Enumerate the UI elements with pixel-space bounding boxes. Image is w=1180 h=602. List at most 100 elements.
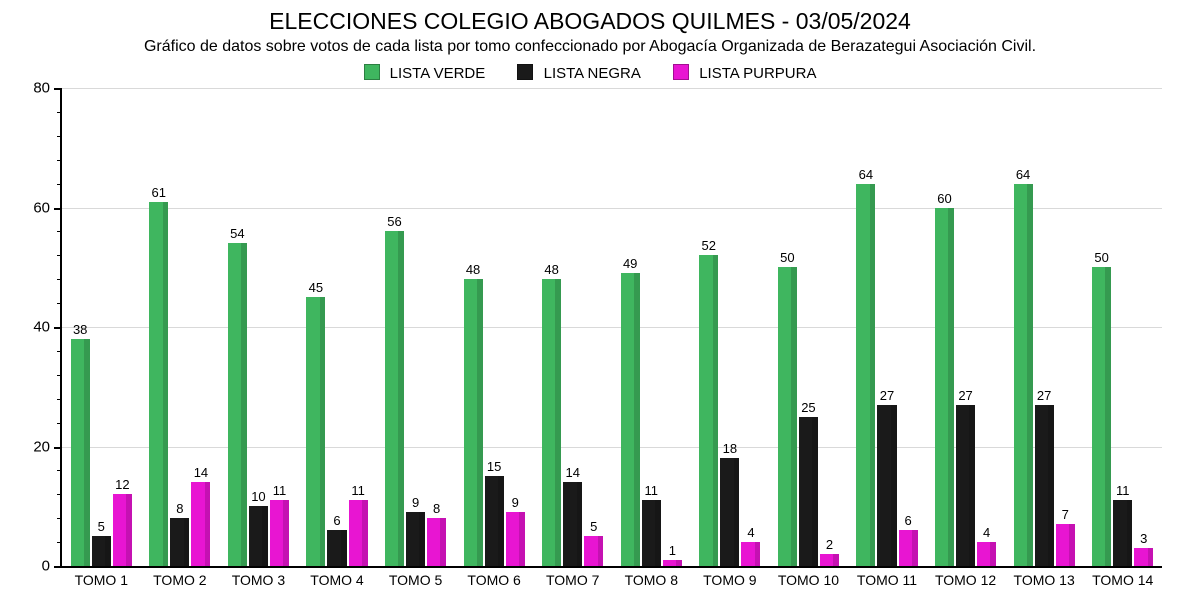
- value-label: 27: [880, 388, 894, 403]
- value-label: 3: [1140, 531, 1147, 546]
- legend-swatch-purpura: [673, 64, 689, 80]
- x-axis-label: TOMO 14: [1092, 572, 1153, 588]
- value-label: 64: [859, 167, 873, 182]
- bar: [741, 542, 760, 566]
- bar: [720, 458, 739, 566]
- chart-title: ELECCIONES COLEGIO ABOGADOS QUILMES - 03…: [0, 8, 1180, 35]
- bar: [228, 243, 247, 566]
- value-label: 49: [623, 256, 637, 271]
- value-label: 2: [826, 537, 833, 552]
- bar: [1113, 500, 1132, 566]
- bar: [542, 279, 561, 566]
- bar: [1035, 405, 1054, 566]
- value-label: 38: [73, 322, 87, 337]
- value-label: 10: [251, 489, 265, 504]
- bar: [92, 536, 111, 566]
- value-label: 14: [565, 465, 579, 480]
- bar: [485, 476, 504, 566]
- bar: [621, 273, 640, 566]
- y-tick-minor: [57, 136, 62, 137]
- bar: [1092, 267, 1111, 566]
- value-label: 14: [194, 465, 208, 480]
- y-tick: [54, 566, 62, 568]
- bar: [663, 560, 682, 566]
- y-tick-minor: [57, 542, 62, 543]
- value-label: 9: [512, 495, 519, 510]
- bar: [1014, 184, 1033, 566]
- legend-swatch-negra: [517, 64, 533, 80]
- value-label: 6: [333, 513, 340, 528]
- bar: [899, 530, 918, 566]
- bar: [191, 482, 210, 566]
- value-label: 8: [176, 501, 183, 516]
- value-label: 64: [1016, 167, 1030, 182]
- x-axis-label: TOMO 2: [153, 572, 206, 588]
- y-tick: [54, 447, 62, 449]
- x-axis-label: TOMO 3: [232, 572, 285, 588]
- value-label: 6: [904, 513, 911, 528]
- value-label: 11: [273, 483, 287, 498]
- value-label: 1: [669, 543, 676, 558]
- value-label: 4: [983, 525, 990, 540]
- x-axis-label: TOMO 6: [467, 572, 520, 588]
- x-axis-label: TOMO 8: [625, 572, 678, 588]
- chart-subtitle: Gráfico de datos sobre votos de cada lis…: [0, 38, 1180, 56]
- y-tick: [54, 88, 62, 90]
- bar: [1056, 524, 1075, 566]
- bar: [406, 512, 425, 566]
- value-label: 11: [645, 483, 659, 498]
- value-label: 27: [958, 388, 972, 403]
- bar: [270, 500, 289, 566]
- value-label: 48: [544, 262, 558, 277]
- bar: [956, 405, 975, 566]
- bar: [385, 231, 404, 566]
- y-tick-minor: [57, 160, 62, 161]
- legend-label-negra: LISTA NEGRA: [544, 65, 641, 82]
- bar: [113, 494, 132, 566]
- y-axis-label: 60: [0, 199, 50, 216]
- bar: [327, 530, 346, 566]
- bar: [935, 208, 954, 567]
- y-tick-minor: [57, 423, 62, 424]
- bar: [778, 267, 797, 566]
- legend-item-negra: LISTA NEGRA: [517, 64, 640, 82]
- value-label: 5: [98, 519, 105, 534]
- x-axis-label: TOMO 4: [310, 572, 363, 588]
- bar: [349, 500, 368, 566]
- value-label: 7: [1062, 507, 1069, 522]
- bar: [699, 255, 718, 566]
- x-axis-label: TOMO 5: [389, 572, 442, 588]
- value-label: 4: [747, 525, 754, 540]
- legend-swatch-verde: [364, 64, 380, 80]
- value-label: 27: [1037, 388, 1051, 403]
- y-tick-minor: [57, 255, 62, 256]
- bar: [427, 518, 446, 566]
- x-axis-label: TOMO 9: [703, 572, 756, 588]
- y-tick-minor: [57, 518, 62, 519]
- y-tick: [54, 327, 62, 329]
- value-label: 45: [309, 280, 323, 295]
- value-label: 12: [115, 477, 129, 492]
- bar: [249, 506, 268, 566]
- value-label: 15: [487, 459, 501, 474]
- bar: [642, 500, 661, 566]
- x-axis-label: TOMO 11: [857, 572, 917, 588]
- value-label: 54: [230, 226, 244, 241]
- value-label: 25: [801, 400, 815, 415]
- grid-line: [62, 208, 1162, 209]
- bar: [71, 339, 90, 566]
- y-tick-minor: [57, 494, 62, 495]
- legend-item-purpura: LISTA PURPURA: [673, 64, 816, 82]
- value-label: 56: [387, 214, 401, 229]
- grid-line: [62, 88, 1162, 89]
- x-axis-label: TOMO 1: [75, 572, 128, 588]
- value-label: 52: [702, 238, 716, 253]
- y-axis-label: 0: [0, 558, 50, 575]
- bar: [306, 297, 325, 566]
- x-axis-label: TOMO 12: [935, 572, 996, 588]
- bar: [170, 518, 189, 566]
- bar: [563, 482, 582, 566]
- y-tick-minor: [57, 303, 62, 304]
- bar: [149, 202, 168, 566]
- value-label: 61: [152, 185, 166, 200]
